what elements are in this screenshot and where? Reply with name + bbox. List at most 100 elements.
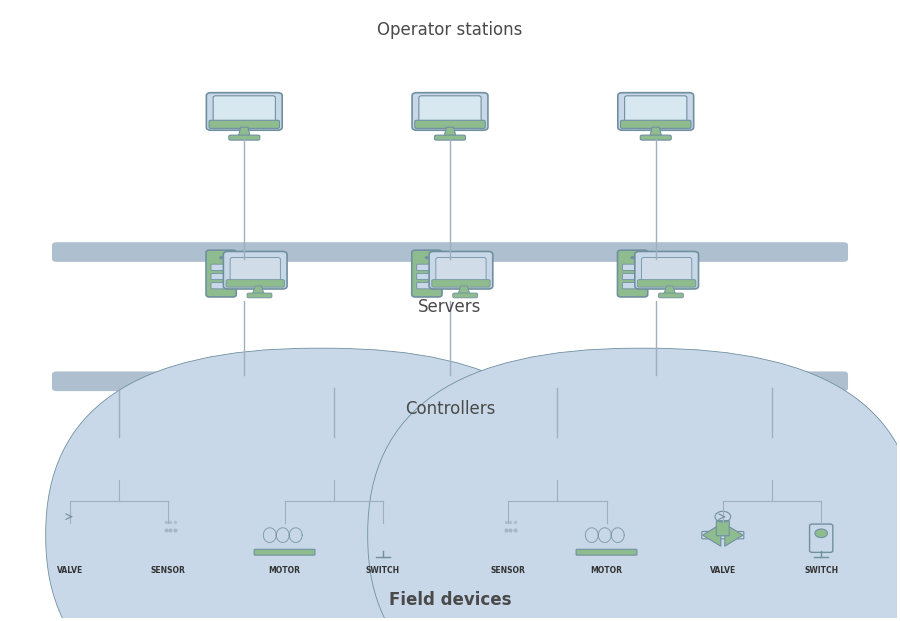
Polygon shape — [238, 127, 250, 137]
FancyBboxPatch shape — [49, 532, 91, 539]
FancyBboxPatch shape — [52, 242, 848, 262]
FancyBboxPatch shape — [702, 532, 743, 539]
Circle shape — [573, 456, 579, 460]
Circle shape — [529, 456, 534, 460]
Circle shape — [788, 462, 793, 465]
FancyBboxPatch shape — [617, 93, 694, 130]
FancyBboxPatch shape — [412, 250, 442, 297]
Text: MOTOR: MOTOR — [268, 566, 301, 575]
FancyBboxPatch shape — [249, 517, 320, 553]
Polygon shape — [724, 524, 742, 546]
Text: SWITCH: SWITCH — [366, 566, 400, 575]
FancyBboxPatch shape — [82, 442, 104, 475]
FancyBboxPatch shape — [520, 442, 543, 475]
FancyBboxPatch shape — [415, 120, 485, 129]
FancyBboxPatch shape — [226, 279, 284, 287]
Circle shape — [113, 456, 118, 460]
FancyBboxPatch shape — [211, 264, 231, 270]
FancyBboxPatch shape — [229, 135, 260, 140]
Circle shape — [744, 468, 749, 471]
Polygon shape — [252, 286, 265, 294]
Circle shape — [766, 456, 770, 460]
Circle shape — [350, 462, 355, 465]
Circle shape — [91, 456, 95, 460]
FancyBboxPatch shape — [372, 524, 394, 552]
FancyBboxPatch shape — [417, 283, 437, 289]
FancyBboxPatch shape — [492, 530, 506, 553]
Circle shape — [306, 462, 310, 465]
Circle shape — [135, 456, 140, 460]
FancyBboxPatch shape — [254, 550, 315, 555]
Circle shape — [788, 468, 793, 471]
FancyBboxPatch shape — [453, 293, 478, 298]
Circle shape — [788, 451, 793, 454]
Circle shape — [744, 456, 749, 460]
Circle shape — [328, 456, 332, 460]
FancyBboxPatch shape — [617, 250, 648, 297]
FancyBboxPatch shape — [625, 96, 687, 125]
FancyBboxPatch shape — [248, 293, 272, 298]
FancyBboxPatch shape — [206, 250, 237, 297]
Circle shape — [744, 451, 749, 454]
FancyBboxPatch shape — [716, 520, 729, 536]
Polygon shape — [445, 127, 455, 137]
Circle shape — [306, 451, 310, 454]
FancyBboxPatch shape — [757, 442, 780, 475]
FancyBboxPatch shape — [52, 371, 848, 391]
Circle shape — [573, 451, 579, 454]
FancyBboxPatch shape — [206, 93, 283, 130]
FancyBboxPatch shape — [435, 135, 465, 140]
Circle shape — [306, 468, 310, 471]
FancyBboxPatch shape — [158, 537, 187, 542]
FancyBboxPatch shape — [230, 258, 281, 286]
Text: VALVE: VALVE — [57, 566, 83, 575]
Circle shape — [113, 468, 118, 471]
Circle shape — [529, 462, 534, 465]
Circle shape — [135, 462, 140, 465]
Circle shape — [766, 451, 770, 454]
Polygon shape — [650, 127, 662, 137]
Circle shape — [631, 256, 634, 259]
FancyBboxPatch shape — [80, 437, 158, 479]
FancyBboxPatch shape — [126, 442, 149, 475]
FancyBboxPatch shape — [620, 120, 691, 129]
Circle shape — [573, 468, 579, 471]
FancyBboxPatch shape — [642, 258, 692, 286]
FancyBboxPatch shape — [319, 442, 342, 475]
Circle shape — [220, 256, 223, 259]
Circle shape — [328, 462, 332, 465]
FancyBboxPatch shape — [518, 437, 597, 479]
Circle shape — [350, 468, 355, 471]
FancyBboxPatch shape — [564, 442, 588, 475]
FancyBboxPatch shape — [640, 135, 671, 140]
Polygon shape — [72, 524, 90, 546]
FancyBboxPatch shape — [623, 283, 643, 289]
Text: Field devices: Field devices — [389, 591, 511, 609]
FancyBboxPatch shape — [223, 252, 287, 289]
Circle shape — [788, 456, 793, 460]
Circle shape — [552, 462, 556, 465]
Circle shape — [328, 451, 332, 454]
Circle shape — [328, 468, 332, 471]
FancyBboxPatch shape — [634, 252, 698, 289]
Circle shape — [91, 462, 95, 465]
FancyBboxPatch shape — [418, 96, 482, 125]
FancyBboxPatch shape — [734, 442, 758, 475]
FancyBboxPatch shape — [368, 348, 900, 621]
FancyBboxPatch shape — [810, 524, 832, 552]
FancyBboxPatch shape — [432, 279, 491, 287]
Circle shape — [135, 468, 140, 471]
FancyBboxPatch shape — [46, 348, 596, 621]
Circle shape — [135, 451, 140, 454]
FancyBboxPatch shape — [659, 293, 683, 298]
Text: SENSOR: SENSOR — [491, 566, 526, 575]
FancyBboxPatch shape — [294, 437, 374, 479]
Circle shape — [552, 451, 556, 454]
Circle shape — [425, 256, 428, 259]
FancyBboxPatch shape — [623, 264, 643, 270]
Circle shape — [350, 451, 355, 454]
FancyBboxPatch shape — [779, 442, 802, 475]
FancyBboxPatch shape — [211, 283, 231, 289]
Circle shape — [529, 451, 534, 454]
Circle shape — [552, 468, 556, 471]
